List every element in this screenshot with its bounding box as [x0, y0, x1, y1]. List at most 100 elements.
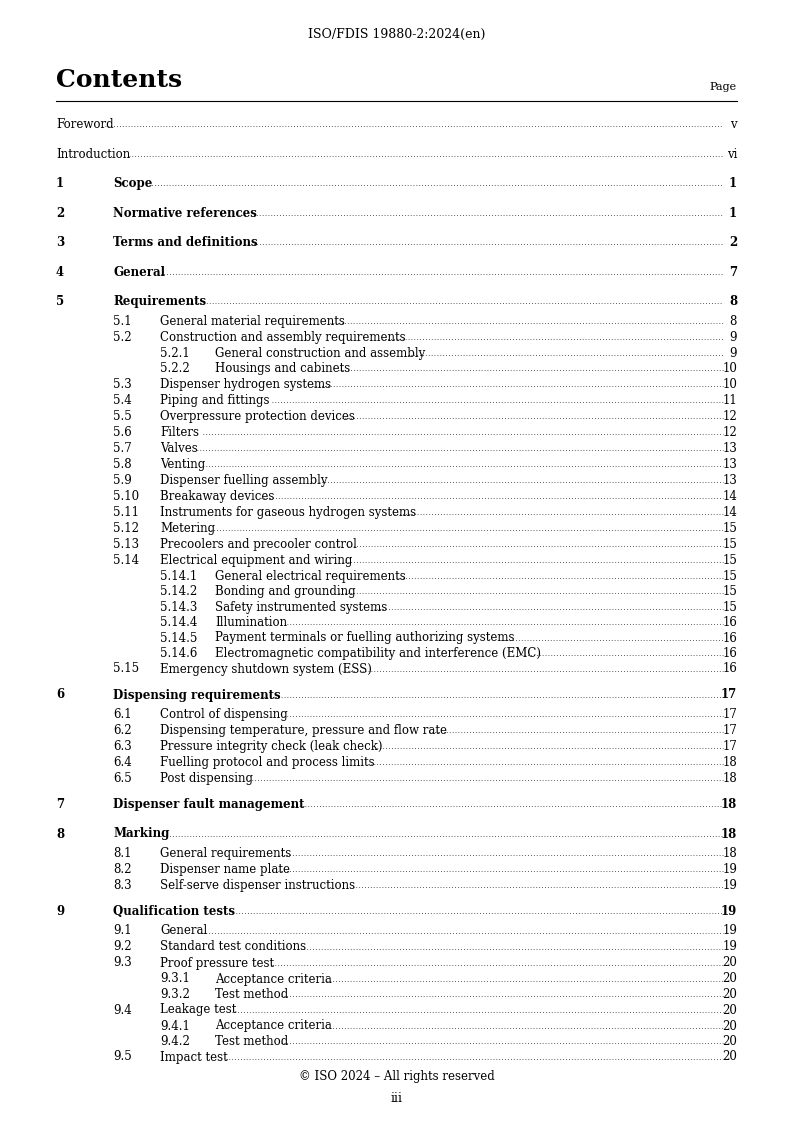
- Text: 1: 1: [56, 177, 64, 190]
- Text: Control of dispensing: Control of dispensing: [160, 708, 288, 721]
- Text: 5.4: 5.4: [113, 394, 132, 406]
- Text: 1: 1: [729, 177, 737, 190]
- Text: Construction and assembly requirements: Construction and assembly requirements: [160, 331, 406, 343]
- Text: 5.9: 5.9: [113, 473, 132, 487]
- Text: 15: 15: [722, 585, 737, 598]
- Text: 17: 17: [722, 724, 737, 737]
- Text: Qualification tests: Qualification tests: [113, 905, 235, 918]
- Text: 5.1: 5.1: [113, 314, 132, 328]
- Text: 6.1: 6.1: [113, 708, 132, 721]
- Text: 16: 16: [722, 616, 737, 629]
- Text: 9: 9: [730, 331, 737, 343]
- Text: Metering: Metering: [160, 522, 215, 534]
- Text: Filters: Filters: [160, 425, 199, 439]
- Text: 20: 20: [722, 1050, 737, 1064]
- Text: Dispenser name plate: Dispenser name plate: [160, 863, 290, 876]
- Text: Breakaway devices: Breakaway devices: [160, 489, 274, 503]
- Text: 19: 19: [722, 940, 737, 954]
- Text: 18: 18: [721, 798, 737, 811]
- Text: 9.3.2: 9.3.2: [160, 988, 190, 1001]
- Text: v: v: [730, 118, 737, 131]
- Text: Dispenser hydrogen systems: Dispenser hydrogen systems: [160, 377, 331, 390]
- Text: 5.15: 5.15: [113, 662, 139, 675]
- Text: Test method: Test method: [215, 988, 288, 1001]
- Text: © ISO 2024 – All rights reserved: © ISO 2024 – All rights reserved: [299, 1070, 494, 1083]
- Text: 9.4: 9.4: [113, 1003, 132, 1017]
- Text: Introduction: Introduction: [56, 147, 130, 160]
- Text: Precoolers and precooler control: Precoolers and precooler control: [160, 537, 357, 551]
- Text: 13: 13: [722, 473, 737, 487]
- Text: ISO/FDIS 19880-2:2024(en): ISO/FDIS 19880-2:2024(en): [308, 28, 485, 42]
- Text: Housings and cabinets: Housings and cabinets: [215, 362, 351, 375]
- Text: 8.1: 8.1: [113, 847, 132, 859]
- Text: 5.2: 5.2: [113, 331, 132, 343]
- Text: 9: 9: [56, 905, 64, 918]
- Text: Piping and fittings: Piping and fittings: [160, 394, 270, 406]
- Text: 9.5: 9.5: [113, 1050, 132, 1064]
- Text: Dispensing temperature, pressure and flow rate: Dispensing temperature, pressure and flo…: [160, 724, 447, 737]
- Text: 5.14.2: 5.14.2: [160, 585, 197, 598]
- Text: 5.14.5: 5.14.5: [160, 632, 197, 644]
- Text: 16: 16: [722, 662, 737, 675]
- Text: 9.4.2: 9.4.2: [160, 1034, 190, 1048]
- Text: 5.14.1: 5.14.1: [160, 570, 197, 582]
- Text: 20: 20: [722, 1003, 737, 1017]
- Text: 12: 12: [722, 410, 737, 423]
- Text: Overpressure protection devices: Overpressure protection devices: [160, 410, 355, 423]
- Text: 8: 8: [729, 295, 737, 309]
- Text: 5.13: 5.13: [113, 537, 139, 551]
- Text: Acceptance criteria: Acceptance criteria: [215, 1020, 332, 1032]
- Text: 6.3: 6.3: [113, 741, 132, 753]
- Text: 5.14: 5.14: [113, 553, 139, 567]
- Text: 18: 18: [722, 847, 737, 859]
- Text: 5.10: 5.10: [113, 489, 139, 503]
- Text: 9.1: 9.1: [113, 925, 132, 938]
- Text: 16: 16: [722, 647, 737, 660]
- Text: 1: 1: [729, 206, 737, 220]
- Text: Pressure integrity check (leak check): Pressure integrity check (leak check): [160, 741, 382, 753]
- Text: 5.7: 5.7: [113, 441, 132, 454]
- Text: 9.4.1: 9.4.1: [160, 1020, 190, 1032]
- Text: 4: 4: [56, 266, 64, 278]
- Text: 5.14.3: 5.14.3: [160, 600, 197, 614]
- Text: Foreword: Foreword: [56, 118, 113, 131]
- Text: 14: 14: [722, 506, 737, 518]
- Text: Valves: Valves: [160, 441, 197, 454]
- Text: 6: 6: [56, 689, 64, 701]
- Text: 9.2: 9.2: [113, 940, 132, 954]
- Text: 14: 14: [722, 489, 737, 503]
- Text: 5: 5: [56, 295, 64, 309]
- Text: 15: 15: [722, 600, 737, 614]
- Text: Page: Page: [710, 82, 737, 92]
- Text: Impact test: Impact test: [160, 1050, 228, 1064]
- Text: General material requirements: General material requirements: [160, 314, 345, 328]
- Text: Electromagnetic compatibility and interference (EMC): Electromagnetic compatibility and interf…: [215, 647, 541, 660]
- Text: 15: 15: [722, 537, 737, 551]
- Text: Terms and definitions: Terms and definitions: [113, 236, 258, 249]
- Text: Post dispensing: Post dispensing: [160, 772, 253, 785]
- Text: Self-serve dispenser instructions: Self-serve dispenser instructions: [160, 879, 355, 892]
- Text: 2: 2: [56, 206, 64, 220]
- Text: vi: vi: [726, 147, 737, 160]
- Text: 5.11: 5.11: [113, 506, 139, 518]
- Text: 5.8: 5.8: [113, 458, 132, 470]
- Text: 7: 7: [729, 266, 737, 278]
- Text: 15: 15: [722, 570, 737, 582]
- Text: Illumination: Illumination: [215, 616, 287, 629]
- Text: 7: 7: [56, 798, 64, 811]
- Text: 5.2.2: 5.2.2: [160, 362, 190, 375]
- Text: Venting: Venting: [160, 458, 205, 470]
- Text: General: General: [160, 925, 207, 938]
- Text: 19: 19: [722, 863, 737, 876]
- Text: 20: 20: [722, 973, 737, 985]
- Text: 20: 20: [722, 1020, 737, 1032]
- Text: General electrical requirements: General electrical requirements: [215, 570, 406, 582]
- Text: iii: iii: [390, 1092, 403, 1105]
- Text: 5.3: 5.3: [113, 377, 132, 390]
- Text: 15: 15: [722, 522, 737, 534]
- Text: 19: 19: [722, 879, 737, 892]
- Text: Standard test conditions: Standard test conditions: [160, 940, 306, 954]
- Text: 15: 15: [722, 553, 737, 567]
- Text: Scope: Scope: [113, 177, 152, 190]
- Text: Contents: Contents: [56, 68, 182, 92]
